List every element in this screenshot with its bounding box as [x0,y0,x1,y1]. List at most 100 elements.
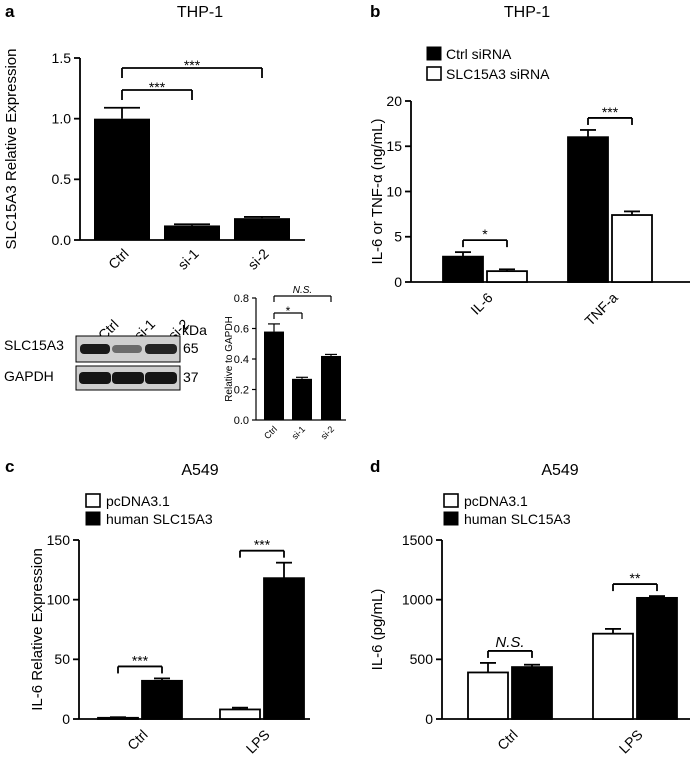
legend-d: pcDNA3.1 human SLC15A3 [443,493,571,527]
bar [321,355,341,420]
significance-label: ** [630,570,641,586]
panel-a-letter: a [5,2,15,21]
bar [511,666,553,720]
x-tick-label: IL-6 [467,289,496,318]
legend-label-pcdna: pcDNA3.1 [464,493,528,509]
x-tick-label: Ctrl [494,726,521,753]
legend-b: Ctrl siRNA SLC15A3 siRNA [426,46,550,82]
y-tick-label: 0.4 [234,354,249,366]
significance-label: *** [602,104,619,120]
blot-band [112,345,142,353]
bar [234,218,290,240]
significance-label: N.S. [495,634,524,651]
blot-size-label: 65 [183,340,199,356]
chart-a-inset: 0.0 0.2 0.4 0.6 0.8 Relative to GAPDH Ctrl si-1… [224,285,346,441]
bar [467,671,509,720]
blot-band [112,372,144,384]
bar [141,679,183,720]
y-tick-label: 1000 [402,592,433,608]
bar [567,136,609,283]
x-tick-label: LPS [243,726,273,756]
legend-swatch-pcdna [85,493,101,508]
significance-label: *** [132,652,149,668]
x-tick-label: si-2 [319,424,336,441]
y-tick-label: 10 [386,183,402,199]
panel-b-title: THP-1 [504,4,550,21]
significance-label: *** [254,537,271,553]
y-tick-label: 100 [47,592,71,608]
blot-band [145,372,177,384]
x-tick-label: Ctrl [105,245,132,272]
y-tick-label: 150 [47,532,71,548]
x-tick-label: TNF-a [581,289,621,329]
y-tick-label: 0 [394,274,402,290]
chart-d: 0 500 1000 1500 IL-6 (pg/mL) Ctrl N.S. LPS ** [369,532,690,756]
legend-c: pcDNA3.1 human SLC15A3 [85,493,213,527]
y-tick-label: 0 [62,711,70,727]
y-axis-label: Relative to GAPDH [224,316,235,402]
x-tick-label: si-2 [244,245,271,272]
bar [292,378,312,420]
y-tick-label: 20 [386,93,402,109]
blot-row-label: SLC15A3 [4,337,64,353]
y-tick-label: 0.5 [52,171,72,187]
blot-band [79,372,111,384]
x-tick-label: Ctrl [124,726,151,753]
y-tick-label: 1500 [402,532,433,548]
y-tick-label: 50 [54,651,70,667]
legend-label-pcdna: pcDNA3.1 [106,493,170,509]
bar [164,225,220,240]
blot-band [80,344,110,354]
legend-label-human-slc15a3: human SLC15A3 [106,511,213,527]
legend-label-slc15a3-sirna: SLC15A3 siRNA [446,66,550,82]
bar [636,596,678,720]
bar [219,708,261,720]
significance-label: N.S. [293,285,312,296]
legend-swatch-pcdna [443,493,459,508]
bar [486,270,528,283]
legend-swatch-human-slc15a3 [443,511,459,526]
significance-label: * [286,304,291,318]
y-tick-label: 0.2 [234,384,249,396]
y-tick-label: 5 [394,229,402,245]
panel-d-title: A549 [541,462,578,479]
y-axis-label: IL-6 Relative Expression [29,548,46,711]
western-blot: Ctrl si-1 si-2 kDa SLC15A3 65 GAPDH 37 [4,316,207,391]
chart-a: 0.0 0.5 1.0 1.5 SLC15A3 Relative Expression C… [3,49,305,273]
y-tick-label: 500 [410,651,434,667]
blot-row-label: GAPDH [4,368,54,384]
x-tick-label: LPS [616,726,646,756]
bar [264,331,284,420]
y-tick-label: 15 [386,138,402,154]
y-axis-label: IL-6 (pg/mL) [369,589,386,671]
x-tick-label: si-1 [174,245,201,272]
y-axis-label: SLC15A3 Relative Expression [3,49,20,250]
bar [263,577,305,720]
bar [94,118,150,240]
bar [592,632,634,720]
significance-label: * [482,226,488,242]
legend-swatch-ctrl-sirna [426,46,442,61]
y-tick-label: 1.0 [52,111,72,127]
y-tick-label: 0.0 [52,232,72,248]
y-tick-label: 0.0 [234,415,249,427]
bar [442,255,484,283]
legend-swatch-slc15a3-sirna [426,66,442,81]
blot-unit-label: kDa [182,322,207,338]
y-tick-label: 0 [425,711,433,727]
x-tick-label: si-1 [290,424,307,441]
legend-label-human-slc15a3: human SLC15A3 [464,511,571,527]
y-tick-label: 0.8 [234,293,249,305]
legend-swatch-human-slc15a3 [85,511,101,526]
y-tick-label: 0.6 [234,323,249,335]
significance-label: *** [149,79,166,95]
panel-c-title: A549 [181,462,218,479]
panel-c-letter: c [5,457,14,476]
significance-label: *** [184,57,201,73]
x-tick-label: Ctrl [262,424,279,441]
bar [611,214,653,283]
blot-size-label: 37 [183,369,199,385]
legend-label-ctrl-sirna: Ctrl siRNA [446,46,512,62]
